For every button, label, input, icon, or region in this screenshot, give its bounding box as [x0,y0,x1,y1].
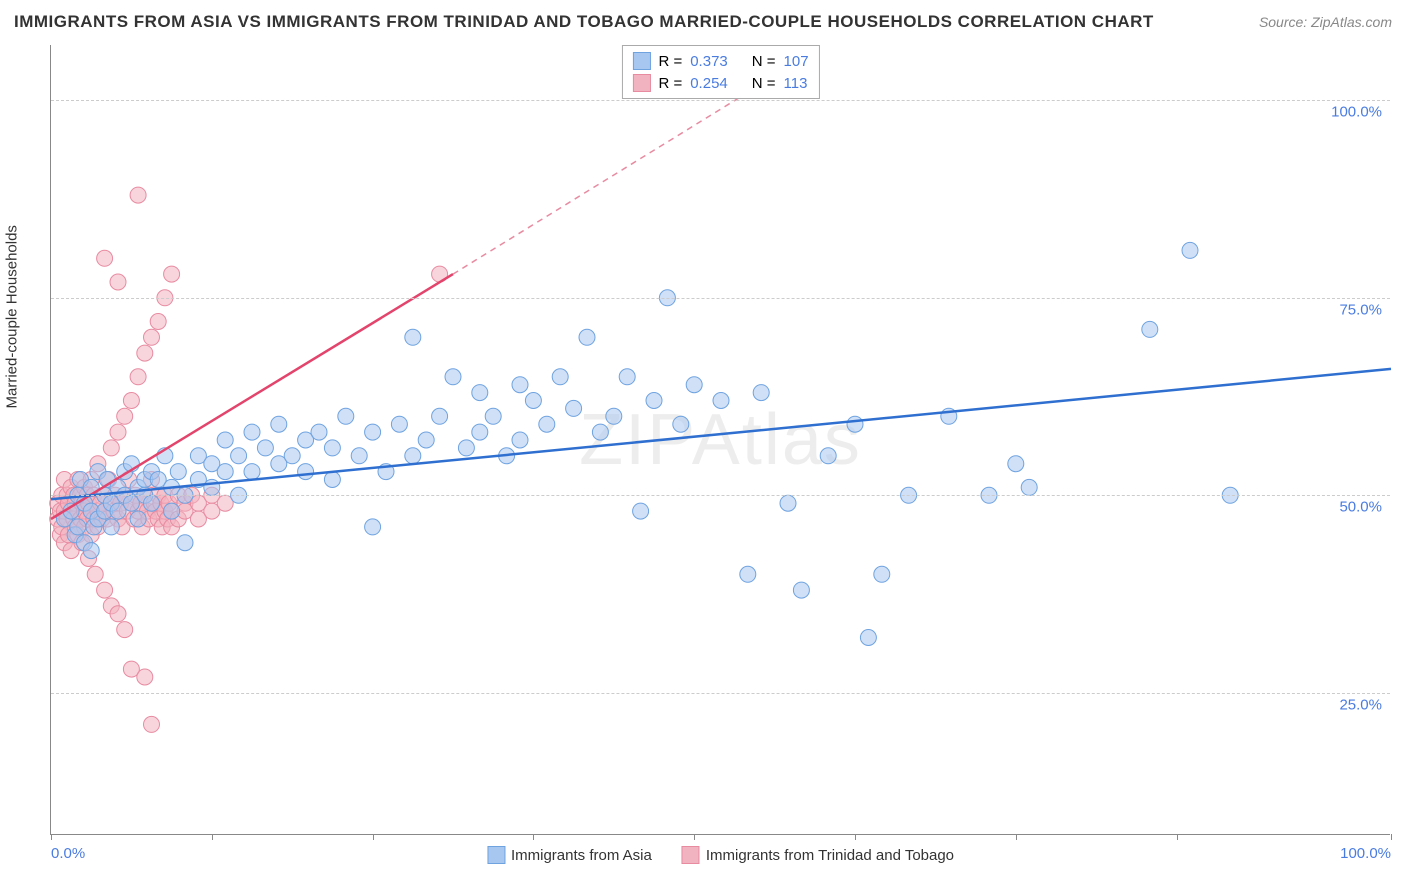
scatter-plot-svg [51,45,1390,834]
y-axis-label: Married-couple Households [4,225,21,408]
chart-title: IMMIGRANTS FROM ASIA VS IMMIGRANTS FROM … [14,12,1154,32]
n-label: N = [752,53,776,70]
swatch-icon [632,52,650,70]
x-tick [1177,834,1178,840]
y-tick-label: 50.0% [1339,499,1382,516]
gridline [51,100,1390,101]
x-tick [855,834,856,840]
legend-item-trinidad: Immigrants from Trinidad and Tobago [682,846,954,864]
r-value: 0.254 [690,75,728,92]
x-tick [1391,834,1392,840]
gridline [51,693,1390,694]
x-tick [533,834,534,840]
legend-label: Immigrants from Trinidad and Tobago [706,847,954,864]
n-value: 113 [784,75,808,92]
chart-plot-area: ZIPAtlas R = 0.373 N = 107 R = 0.254 N =… [50,45,1390,835]
r-value: 0.373 [690,53,728,70]
swatch-icon [487,846,505,864]
legend-row-asia: R = 0.373 N = 107 [632,50,808,72]
correlation-legend: R = 0.373 N = 107 R = 0.254 N = 113 [621,45,819,99]
x-tick-label: 0.0% [51,845,85,862]
r-label: R = [658,75,682,92]
source-label: Source: ZipAtlas.com [1259,14,1392,30]
legend-row-trinidad: R = 0.254 N = 113 [632,72,808,94]
swatch-icon [682,846,700,864]
x-tick [373,834,374,840]
swatch-icon [632,74,650,92]
legend-label: Immigrants from Asia [511,847,652,864]
r-label: R = [658,53,682,70]
x-tick [212,834,213,840]
y-tick-label: 100.0% [1331,104,1382,121]
legend-item-asia: Immigrants from Asia [487,846,652,864]
x-tick [51,834,52,840]
x-tick [694,834,695,840]
n-label: N = [752,75,776,92]
gridline [51,298,1390,299]
x-tick-label: 100.0% [1340,845,1391,862]
y-tick-label: 75.0% [1339,301,1382,318]
gridline [51,495,1390,496]
x-tick [1016,834,1017,840]
series-legend: Immigrants from Asia Immigrants from Tri… [487,846,954,864]
n-value: 107 [784,53,809,70]
y-tick-label: 25.0% [1339,696,1382,713]
